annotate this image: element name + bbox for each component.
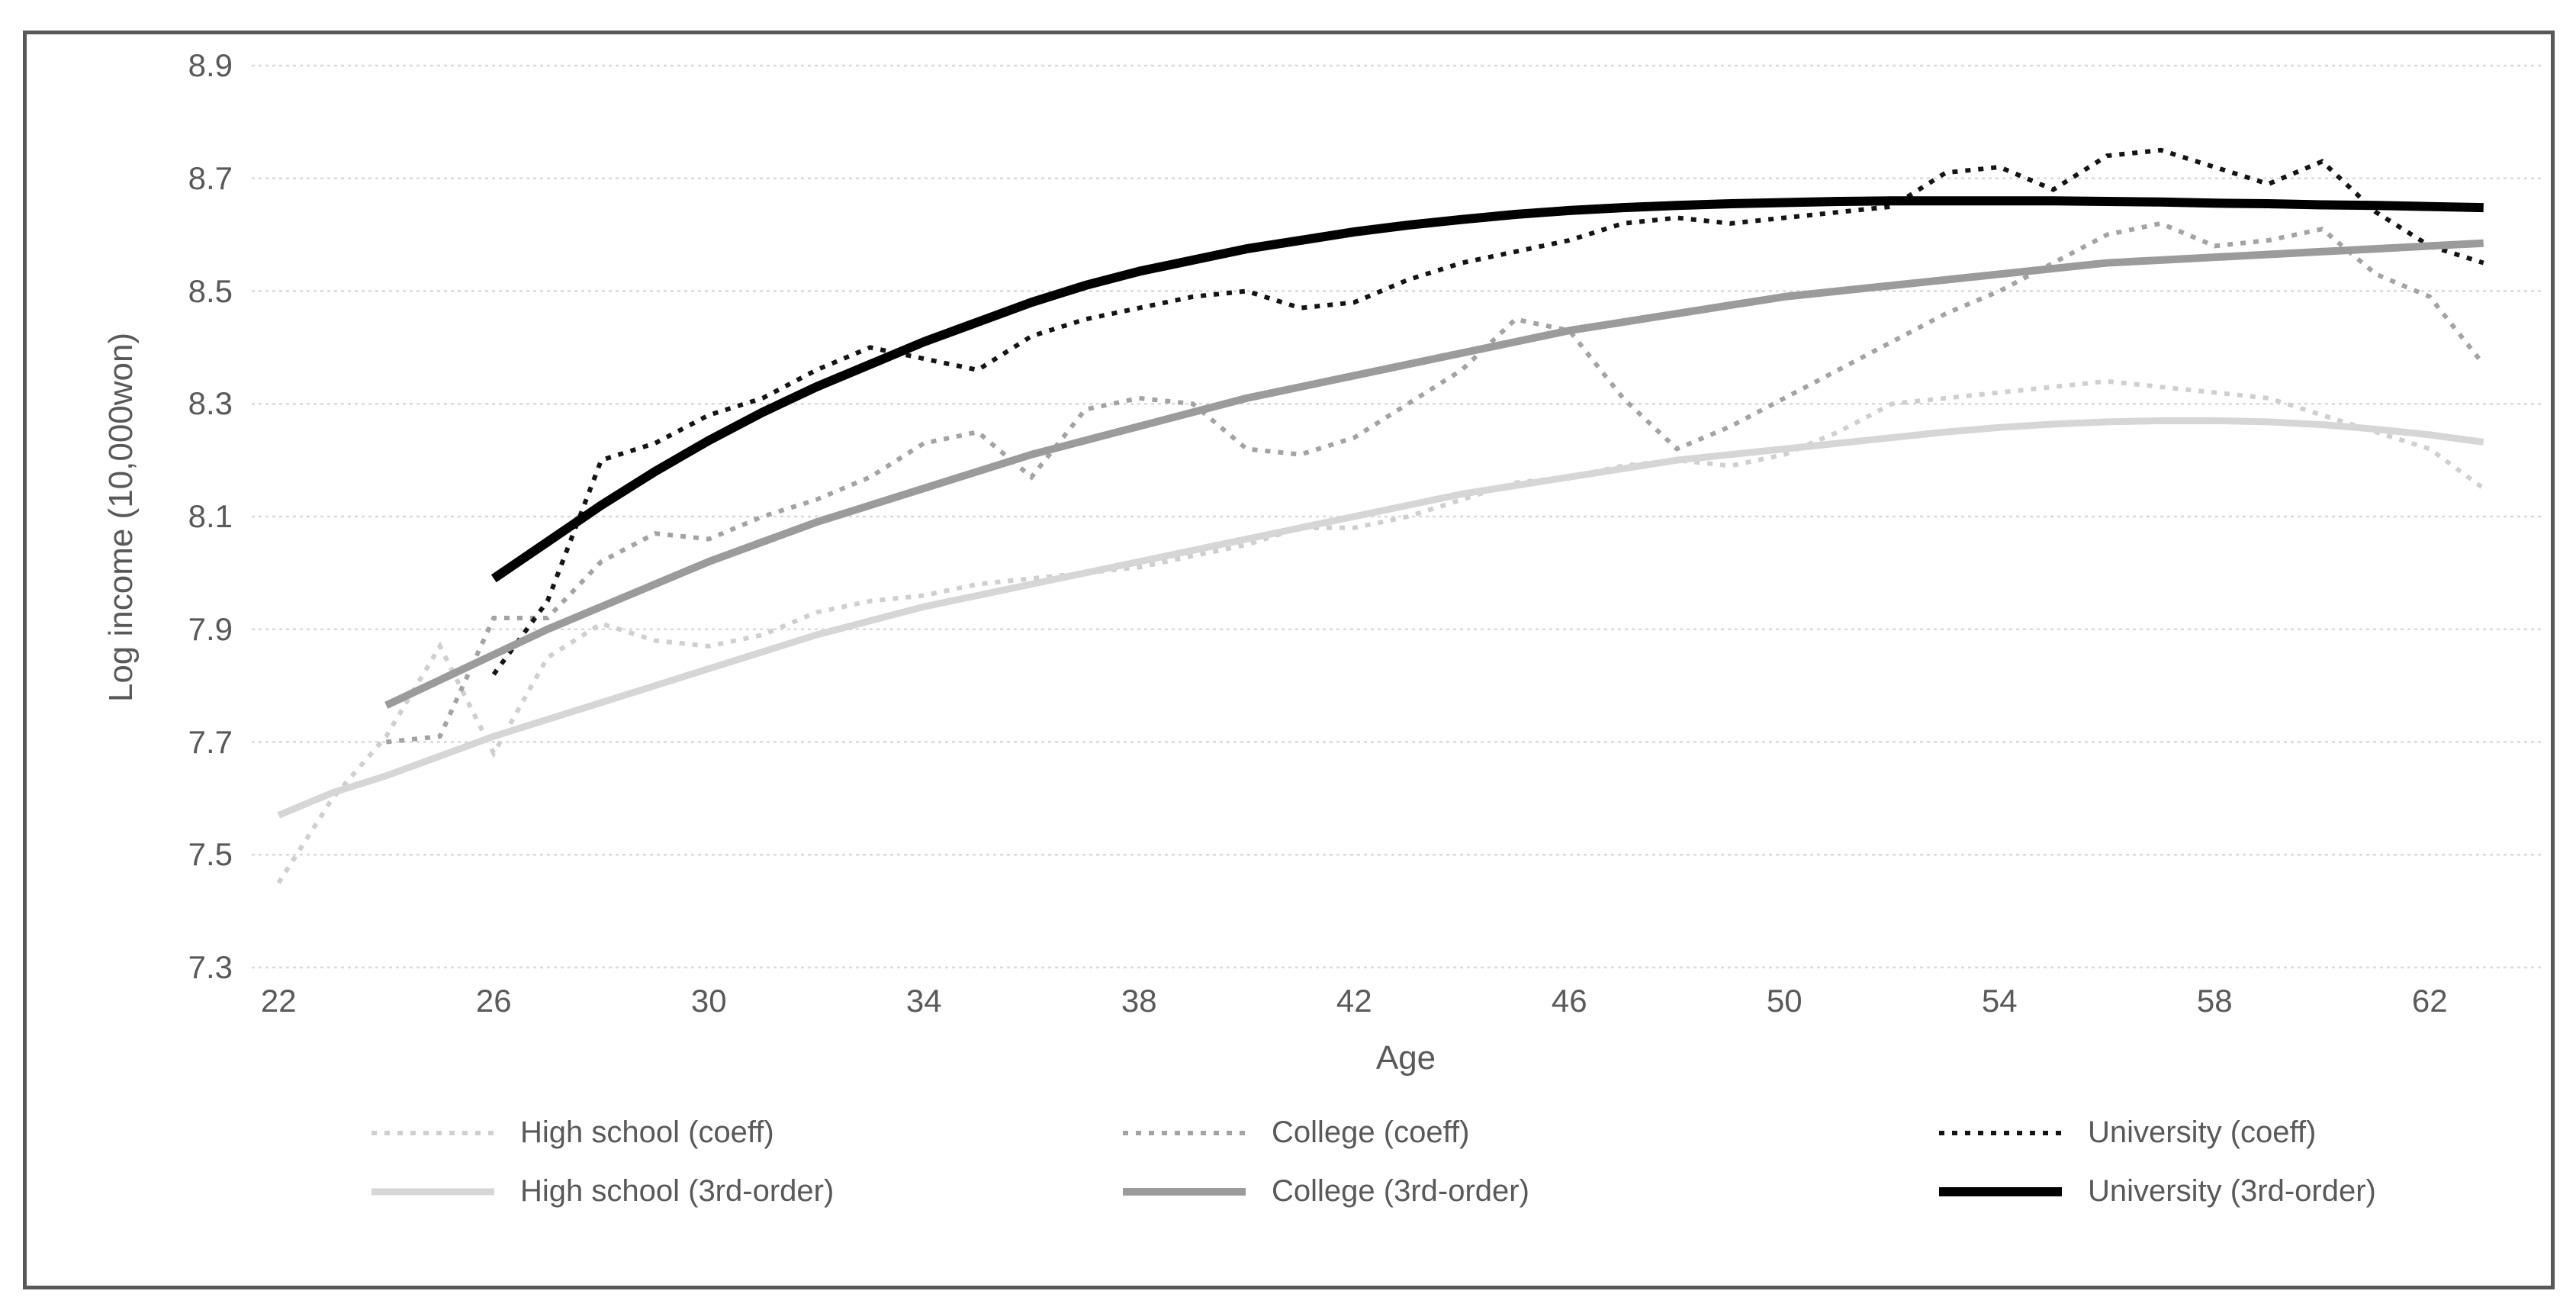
x-tick-label: 46 (1551, 983, 1587, 1019)
high-school-coeff-line-swatch-icon (371, 1130, 494, 1135)
college-3rd-order-line-swatch-icon (1123, 1187, 1246, 1196)
legend-item-high-school-3rd-order: High school (3rd-order) (370, 1174, 1121, 1209)
series-line-university-coeff (491, 147, 2484, 676)
legend-item-college-coeff: College (coeff) (1121, 1115, 1938, 1150)
x-tick-label: 58 (2196, 983, 2233, 1019)
legend-item-university-coeff: University (coeff) (1938, 1115, 2475, 1150)
x-tick-label: 62 (2411, 983, 2448, 1019)
legend-item-university-3rd-order: University (3rd-order) (1938, 1174, 2475, 1209)
series-line-college-3rd-order (384, 239, 2484, 710)
y-tick-label: 7.5 (188, 836, 233, 873)
y-tick-label: 8.7 (188, 159, 233, 196)
y-tick-label: 7.9 (188, 610, 233, 647)
legend-item-college-3rd-order: College (3rd-order) (1121, 1174, 1938, 1209)
x-tick-label: 30 (690, 983, 727, 1019)
legend-label: High school (3rd-order) (520, 1174, 835, 1208)
legend-label: College (coeff) (1272, 1115, 1470, 1149)
x-tick-label: 38 (1121, 983, 1157, 1019)
high-school-3rd-order-line-swatch-icon (371, 1188, 494, 1195)
x-tick-label: 34 (905, 983, 942, 1019)
x-tick-label: 22 (260, 983, 297, 1019)
chart-frame (23, 31, 2555, 1289)
college-coeff-line-swatch-icon (1123, 1130, 1246, 1135)
x-tick-label: 54 (1981, 983, 2018, 1019)
series-line-high-school-3rd-order (277, 417, 2484, 819)
university-coeff-line-swatch-icon (1939, 1130, 2062, 1135)
series-line-university-3rd-order (490, 196, 2484, 583)
series-line-college-coeff (385, 221, 2486, 745)
university-3rd-order-line-swatch-icon (1939, 1186, 2062, 1196)
legend: High school (coeff) College (coeff) Univ… (370, 1115, 2475, 1209)
x-axis-title: Age (1375, 1039, 1436, 1077)
y-tick-label: 8.1 (188, 498, 233, 534)
x-tick-label: 26 (475, 983, 512, 1019)
legend-label: College (3rd-order) (1272, 1174, 1529, 1208)
legend-label: University (coeff) (2088, 1115, 2317, 1149)
y-axis-title: Log income (10,000won) (102, 332, 140, 703)
x-tick-label: 50 (1766, 983, 1803, 1019)
x-tick-label: 42 (1336, 983, 1372, 1019)
y-tick-label: 8.5 (188, 272, 233, 309)
legend-item-high-school-coeff: High school (coeff) (370, 1115, 1121, 1150)
y-tick-label: 7.3 (188, 949, 233, 985)
series-line-high-school-coeff (276, 378, 2485, 884)
y-tick-label: 8.3 (188, 385, 233, 422)
y-tick-label: 7.7 (188, 723, 233, 760)
legend-label: University (3rd-order) (2088, 1174, 2376, 1208)
y-tick-label: 8.9 (188, 47, 233, 83)
legend-label: High school (coeff) (520, 1115, 774, 1149)
